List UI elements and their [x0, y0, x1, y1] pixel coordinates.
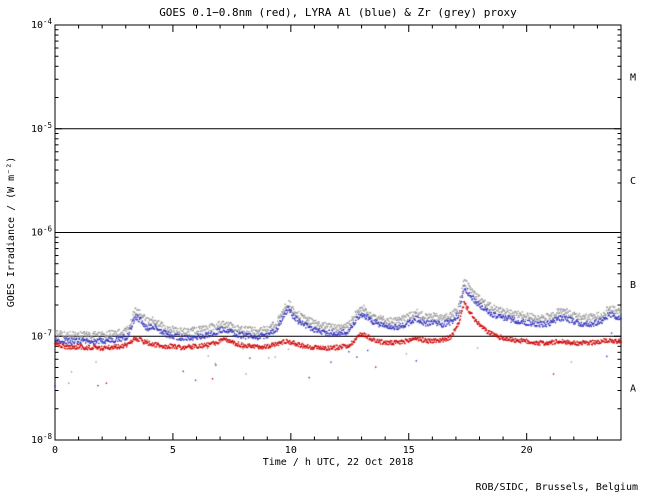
data-points-canvas — [0, 0, 650, 500]
goes-lyra-proxy-plot: GOES 0.1−0.8nm (red), LYRA Al (blue) & Z… — [0, 0, 650, 500]
